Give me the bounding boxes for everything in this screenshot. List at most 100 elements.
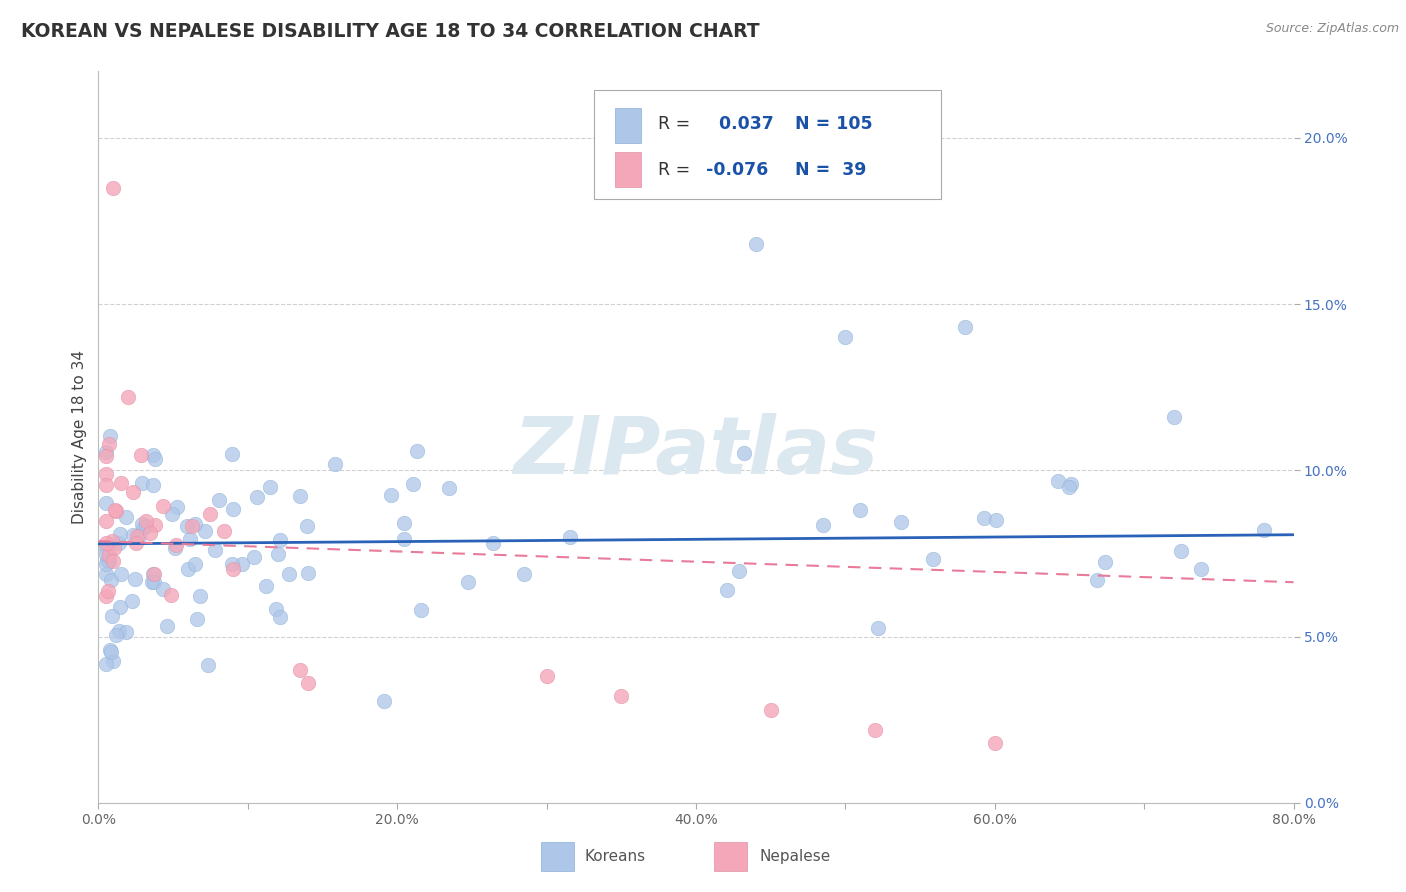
- Point: [295, 518, 318, 533]
- Point: [156, 618, 179, 632]
- Point: [560, 530, 582, 544]
- Point: [108, 600, 131, 615]
- Point: [380, 488, 402, 502]
- Point: [728, 565, 751, 579]
- Point: [733, 446, 755, 460]
- Point: [142, 448, 165, 462]
- Point: [131, 476, 153, 491]
- Bar: [714, 841, 748, 871]
- Point: [110, 475, 132, 490]
- Point: [132, 521, 155, 535]
- Point: [1085, 574, 1108, 588]
- Point: [297, 676, 319, 690]
- Y-axis label: Disability Age 18 to 34: Disability Age 18 to 34: [72, 350, 87, 524]
- Point: [457, 575, 479, 590]
- Point: [1059, 480, 1081, 494]
- Point: [1253, 523, 1275, 537]
- Point: [610, 690, 633, 704]
- Point: [745, 237, 768, 252]
- Point: [100, 534, 122, 549]
- Point: [101, 554, 124, 568]
- Point: [179, 533, 201, 547]
- Point: [100, 645, 122, 659]
- Point: [811, 518, 834, 533]
- Point: [1060, 476, 1083, 491]
- Bar: [541, 841, 574, 871]
- Point: [163, 541, 186, 556]
- Point: [392, 516, 415, 530]
- Point: [405, 443, 427, 458]
- Text: 0.037: 0.037: [713, 115, 773, 133]
- Point: [96, 553, 118, 567]
- Point: [834, 330, 856, 344]
- Point: [160, 507, 183, 521]
- Point: [194, 524, 217, 539]
- Point: [100, 608, 122, 623]
- Bar: [614, 108, 641, 143]
- Point: [973, 511, 995, 525]
- Point: [865, 723, 887, 737]
- Text: KOREAN VS NEPALESE DISABILITY AGE 18 TO 34 CORRELATION CHART: KOREAN VS NEPALESE DISABILITY AGE 18 TO …: [21, 22, 759, 41]
- Point: [269, 610, 291, 624]
- Point: [536, 669, 558, 683]
- Point: [890, 516, 912, 530]
- Point: [866, 621, 889, 635]
- Point: [94, 547, 117, 561]
- Point: [122, 485, 145, 500]
- Point: [984, 513, 1007, 527]
- Point: [129, 448, 152, 462]
- Point: [108, 527, 131, 541]
- Point: [264, 601, 287, 615]
- Point: [184, 517, 207, 532]
- Point: [117, 390, 139, 404]
- Point: [141, 575, 163, 590]
- Point: [104, 502, 127, 516]
- Point: [143, 566, 166, 581]
- Point: [124, 572, 146, 586]
- Point: [103, 180, 125, 194]
- Point: [197, 657, 219, 672]
- Point: [131, 516, 153, 531]
- Point: [166, 500, 188, 515]
- Point: [288, 489, 311, 503]
- Text: R =: R =: [658, 115, 690, 133]
- Point: [142, 477, 165, 491]
- Point: [143, 575, 166, 590]
- Text: Source: ZipAtlas.com: Source: ZipAtlas.com: [1265, 22, 1399, 36]
- Point: [94, 541, 117, 555]
- Point: [198, 508, 221, 522]
- Point: [323, 457, 346, 471]
- Point: [759, 703, 782, 717]
- Point: [402, 477, 425, 491]
- Point: [122, 527, 145, 541]
- Point: [110, 567, 132, 582]
- Point: [114, 624, 136, 639]
- Point: [254, 579, 277, 593]
- Point: [984, 736, 1007, 750]
- Point: [94, 589, 117, 603]
- Point: [108, 535, 131, 549]
- Point: [1094, 555, 1116, 569]
- Text: N =  39: N = 39: [796, 161, 866, 179]
- Point: [97, 554, 120, 568]
- Point: [373, 694, 395, 708]
- Point: [716, 582, 738, 597]
- Point: [953, 320, 976, 334]
- Point: [94, 515, 117, 529]
- Point: [160, 588, 183, 602]
- Point: [437, 481, 460, 495]
- Text: Nepalese: Nepalese: [759, 848, 831, 863]
- Text: R =: R =: [658, 161, 690, 179]
- Point: [94, 536, 117, 550]
- Point: [409, 603, 432, 617]
- Point: [135, 519, 157, 533]
- Point: [186, 612, 208, 626]
- Text: -0.076: -0.076: [706, 161, 768, 179]
- Point: [94, 445, 117, 459]
- Point: [100, 574, 122, 588]
- Point: [152, 499, 174, 513]
- Point: [97, 583, 120, 598]
- Point: [214, 524, 236, 539]
- FancyBboxPatch shape: [595, 90, 941, 200]
- Text: ZIPatlas: ZIPatlas: [513, 413, 879, 491]
